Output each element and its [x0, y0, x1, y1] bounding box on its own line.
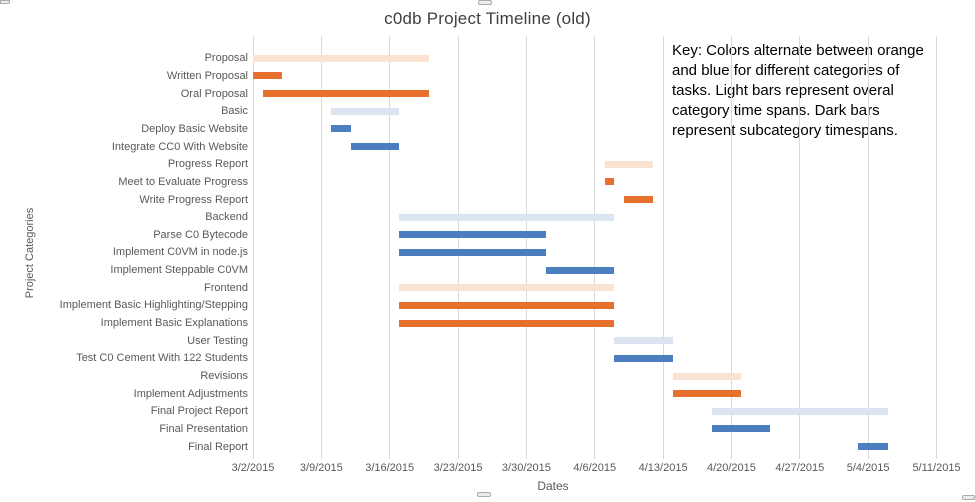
category-label: Backend	[205, 211, 248, 224]
gridline	[936, 36, 937, 456]
gridline	[252, 36, 254, 456]
category-label: Progress Report	[167, 158, 248, 171]
axis-tick	[799, 456, 801, 459]
axis-tick	[320, 456, 322, 459]
category-label: Revisions	[200, 370, 248, 383]
chart-resize-handle-bottom-right[interactable]	[962, 495, 975, 500]
gantt-bar-blue_dark[interactable]	[858, 443, 888, 451]
gridline	[730, 36, 732, 456]
gantt-bar-orange_dark[interactable]	[399, 301, 615, 309]
axis-tick	[252, 456, 254, 459]
gridline	[662, 36, 664, 456]
date-tick-label: 4/27/2015	[775, 462, 825, 474]
date-tick-label: 4/6/2015	[573, 462, 617, 474]
gantt-bar-blue_dark[interactable]	[614, 354, 673, 362]
chart-resize-handle-top-center[interactable]	[478, 0, 492, 5]
gantt-bar-blue_dark[interactable]	[711, 425, 771, 433]
category-label: Write Progress Report	[139, 193, 248, 206]
gantt-bar-blue_dark[interactable]	[331, 125, 351, 133]
category-label: Final Presentation	[159, 422, 248, 435]
gantt-bar-blue_light[interactable]	[399, 213, 615, 221]
gantt-bar-orange_dark[interactable]	[399, 319, 615, 327]
category-label: Frontend	[203, 281, 248, 294]
category-label: Implement Basic Highlighting/Stepping	[59, 299, 248, 312]
axis-tick	[457, 456, 459, 459]
gridline	[389, 36, 391, 456]
date-tick-label: 5/4/2015	[846, 462, 890, 474]
axis-tick	[525, 456, 527, 459]
gantt-bar-orange_dark[interactable]	[262, 90, 429, 98]
x-axis-title: Dates	[537, 479, 569, 493]
gantt-bar-orange_light[interactable]	[604, 160, 654, 168]
date-tick-label: 3/16/2015	[365, 462, 415, 474]
category-label: Integrate CC0 With Website	[111, 140, 248, 153]
key-note-line: represent subcategory timespans.	[672, 122, 898, 139]
category-label: Implement Adjustments	[133, 387, 248, 400]
gridline	[457, 36, 459, 456]
gridline	[867, 36, 869, 456]
gantt-bar-orange_dark[interactable]	[672, 390, 742, 398]
key-note-line: Key: Colors alternate between orange	[672, 42, 924, 59]
chart-resize-handle-bottom-center[interactable]	[477, 492, 491, 497]
category-label: Test C0 Cement With 122 Students	[76, 352, 248, 365]
axis-tick	[936, 456, 937, 459]
category-label: Deploy Basic Website	[141, 122, 248, 135]
gantt-bar-blue_dark[interactable]	[399, 231, 546, 239]
category-label: Oral Proposal	[180, 87, 248, 100]
category-label: Implement Steppable C0VM	[110, 264, 248, 277]
date-tick-label: 3/30/2015	[501, 462, 551, 474]
gantt-bar-blue_light[interactable]	[331, 107, 400, 115]
key-note-line: and blue for different categories of	[672, 62, 900, 79]
chart-title: c0db Project Timeline (old)	[384, 9, 591, 28]
gantt-bar-orange_light[interactable]	[672, 372, 742, 380]
gantt-bar-orange_light[interactable]	[399, 284, 615, 292]
date-tick-label: 4/20/2015	[706, 462, 756, 474]
gantt-bar-blue_dark[interactable]	[399, 248, 546, 256]
category-label: Written Proposal	[166, 69, 248, 82]
key-note-line: tasks. Light bars represent overal	[672, 82, 894, 99]
date-tick-label: 5/11/2015	[912, 462, 961, 474]
key-note: Key: Colors alternate between orange and …	[672, 41, 972, 141]
axis-tick	[730, 456, 732, 459]
gantt-bar-orange_dark[interactable]	[624, 196, 654, 204]
category-label: Proposal	[204, 52, 248, 65]
category-label: Implement Basic Explanations	[100, 317, 248, 330]
date-tick-label: 3/23/2015	[433, 462, 483, 474]
category-label: Parse C0 Bytecode	[153, 228, 248, 241]
gantt-bar-blue_dark[interactable]	[545, 266, 615, 274]
gantt-bar-orange_light[interactable]	[253, 54, 429, 62]
gridline	[525, 36, 527, 456]
category-label: Implement C0VM in node.js	[112, 246, 248, 259]
category-label: Final Project Report	[150, 405, 248, 418]
category-label: Final Report	[188, 440, 248, 453]
date-tick-label: 3/9/2015	[299, 462, 343, 474]
axis-tick	[594, 456, 596, 459]
gantt-bar-orange_dark[interactable]	[604, 178, 615, 186]
axis-tick	[662, 456, 664, 459]
axis-tick	[389, 456, 391, 459]
gantt-bar-blue_light[interactable]	[711, 407, 888, 415]
date-tick-label: 4/13/2015	[638, 462, 688, 474]
gantt-bar-orange_dark[interactable]	[253, 72, 283, 80]
gridline	[320, 36, 322, 456]
date-tick-label: 3/2/2015	[231, 462, 275, 474]
chart-resize-handle-top-left[interactable]	[0, 0, 10, 4]
category-label: Basic	[221, 105, 248, 118]
key-note-line: category time spans. Dark bars	[672, 102, 880, 119]
category-label: User Testing	[187, 334, 248, 347]
gantt-bar-blue_dark[interactable]	[350, 143, 400, 151]
gridline	[594, 36, 596, 456]
gridline	[799, 36, 801, 456]
category-label: Meet to Evaluate Progress	[118, 175, 248, 188]
axis-tick	[867, 456, 869, 459]
gantt-bar-blue_light[interactable]	[614, 337, 673, 345]
